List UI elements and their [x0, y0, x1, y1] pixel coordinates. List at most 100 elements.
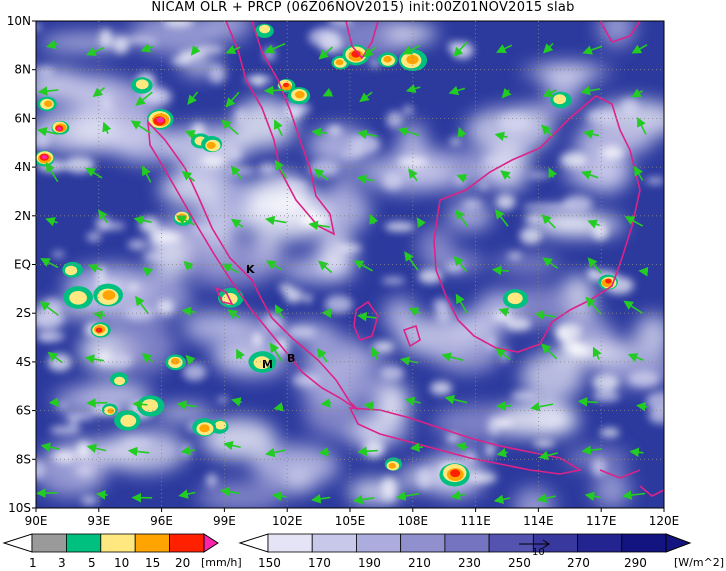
wind-arrow: [353, 260, 373, 272]
wind-arrow: [363, 401, 374, 411]
wind-arrow: [450, 490, 466, 501]
cloud-detail: [252, 331, 263, 347]
wind-arrow: [541, 124, 553, 137]
wind-arrow: [227, 309, 241, 319]
wind-arrow: [274, 304, 284, 319]
wind-arrow: [135, 91, 153, 106]
cloud-detail: [648, 407, 664, 424]
wind-arrow: [500, 170, 511, 180]
map-title: NICAM OLR + PRCP (06Z06NOV2015) init:00Z…: [151, 0, 575, 15]
cloud-detail: [195, 46, 225, 53]
cloud-detail: [570, 344, 591, 357]
wind-arrow: [39, 301, 59, 316]
wind-arrow: [453, 41, 468, 57]
cloud-detail: [527, 172, 551, 179]
wind-arrow: [536, 493, 556, 503]
wind-arrow: [357, 311, 377, 322]
precip-cell: [199, 424, 210, 433]
wind-arrow: [585, 296, 602, 315]
cloud-detail: [262, 312, 285, 333]
wind-arrow: [409, 442, 423, 453]
cloud-detail: [479, 182, 488, 190]
wind-arrow: [587, 219, 600, 229]
cloud-detail: [201, 155, 227, 167]
cloud-patch: [251, 172, 309, 219]
place-marker-k: K: [246, 263, 255, 276]
olr-colorbar-swatch: [400, 533, 446, 553]
cloud-detail: [225, 167, 257, 175]
wind-arrow: [356, 174, 375, 184]
wind-arrow: [190, 45, 201, 56]
wind-arrow: [185, 354, 196, 365]
wind-arrow: [48, 397, 60, 408]
precip-cell: [253, 356, 271, 370]
cloud-detail: [382, 172, 403, 190]
olr-colorbar-swatch: [356, 533, 402, 553]
wind-arrow: [311, 494, 331, 504]
wind-arrow: [141, 352, 154, 363]
cloud-patch: [197, 481, 286, 508]
lat-label: 8S: [16, 452, 31, 466]
olr-label-230: 230: [458, 556, 481, 570]
cloud-patch: [36, 108, 121, 154]
wind-arrow: [495, 348, 511, 361]
wind-arrow: [396, 491, 420, 501]
lat-label: 2S: [16, 306, 31, 320]
cloud-patch: [383, 297, 418, 333]
wind-arrow: [352, 494, 375, 505]
wind-arrow: [402, 44, 421, 55]
wind-arrow: [441, 352, 464, 362]
precip-cell: [406, 54, 419, 65]
olr-colorbar-swatch: [267, 533, 313, 553]
precip-cell: [156, 117, 164, 123]
cloud-detail: [380, 365, 405, 381]
cloud-detail: [127, 284, 140, 291]
precip-label-5: 5: [88, 556, 96, 570]
wind-arrow: [582, 45, 603, 55]
cloud-detail: [628, 370, 660, 388]
cloud-detail: [505, 317, 532, 331]
wind-arrow: [359, 91, 373, 103]
cloud-detail: [49, 425, 82, 435]
cloud-patch: [232, 98, 297, 148]
wind-arrow: [274, 119, 283, 137]
wind-arrow: [45, 162, 59, 183]
cloud-detail: [86, 232, 102, 242]
precip-cell: [383, 56, 392, 63]
wind-arrow: [638, 266, 649, 277]
precip-cell: [41, 154, 48, 160]
wind-arrow: [308, 220, 330, 231]
wind-arrow: [133, 215, 152, 226]
precip-label-10: 10: [114, 556, 130, 570]
wind-arrow: [223, 440, 241, 451]
cloud-detail: [327, 125, 342, 135]
wind-arrow: [493, 494, 511, 505]
wind-arrow: [318, 260, 333, 274]
wind-arrow: [311, 127, 328, 138]
precip-cell: [102, 290, 116, 301]
cloud-detail: [292, 373, 321, 387]
wind-arrow: [273, 402, 284, 412]
precip-cell: [120, 414, 137, 427]
wind-arrow: [236, 348, 245, 360]
wind-arrow: [264, 42, 286, 54]
wind-arrow: [363, 46, 377, 58]
wind-arrow: [624, 216, 644, 227]
wind-arrow: [530, 401, 554, 412]
wind-arrow: [534, 310, 556, 320]
precip-cell: [56, 126, 62, 131]
wind-arrow: [142, 165, 152, 183]
cloud-detail: [620, 98, 639, 117]
wind-arrow: [95, 490, 108, 500]
cloud-patch: [576, 117, 656, 154]
cloud-detail: [76, 441, 91, 459]
precip-label-20: 20: [175, 556, 191, 570]
cloud-detail: [163, 21, 194, 28]
wind-arrow: [130, 120, 151, 134]
cloud-detail: [381, 277, 406, 285]
wind-arrow: [416, 217, 426, 228]
olr-colorbar-swatch: [621, 533, 667, 553]
cloud-detail: [519, 227, 542, 245]
olr-label-270: 270: [567, 556, 590, 570]
cloud-detail: [384, 221, 415, 232]
